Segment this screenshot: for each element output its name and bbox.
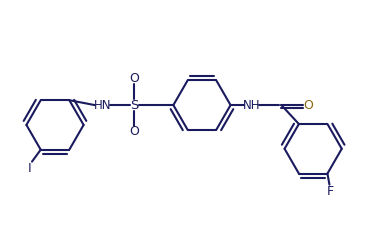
Text: HN: HN	[94, 99, 111, 112]
Text: O: O	[129, 72, 140, 85]
Text: O: O	[129, 125, 140, 138]
Text: NH: NH	[243, 99, 260, 112]
Text: S: S	[130, 99, 139, 112]
Text: I: I	[28, 162, 31, 175]
Text: O: O	[303, 99, 313, 112]
Text: F: F	[327, 185, 334, 198]
